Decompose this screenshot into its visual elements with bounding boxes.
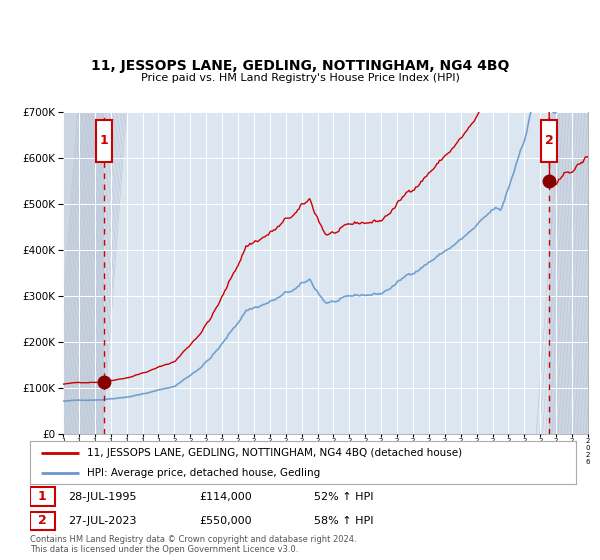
Text: 1: 1 (100, 134, 108, 147)
FancyBboxPatch shape (541, 120, 557, 162)
Bar (549, 112, 588, 434)
Text: 2: 2 (38, 515, 47, 528)
Text: 11, JESSOPS LANE, GEDLING, NOTTINGHAM, NG4 4BQ (detached house): 11, JESSOPS LANE, GEDLING, NOTTINGHAM, N… (88, 447, 463, 458)
Text: £550,000: £550,000 (199, 516, 252, 526)
Text: HPI: Average price, detached house, Gedling: HPI: Average price, detached house, Gedl… (88, 468, 320, 478)
Text: Price paid vs. HM Land Registry's House Price Index (HPI): Price paid vs. HM Land Registry's House … (140, 73, 460, 83)
FancyBboxPatch shape (96, 120, 112, 162)
Text: 1: 1 (38, 490, 47, 503)
Text: 11, JESSOPS LANE, GEDLING, NOTTINGHAM, NG4 4BQ: 11, JESSOPS LANE, GEDLING, NOTTINGHAM, N… (91, 59, 509, 73)
Text: 52% ↑ HPI: 52% ↑ HPI (314, 492, 373, 502)
Text: 2: 2 (545, 134, 554, 147)
Bar (63, 112, 104, 434)
Text: 28-JUL-1995: 28-JUL-1995 (68, 492, 137, 502)
Text: Contains HM Land Registry data © Crown copyright and database right 2024.
This d: Contains HM Land Registry data © Crown c… (30, 535, 356, 554)
Text: 58% ↑ HPI: 58% ↑ HPI (314, 516, 373, 526)
Text: £114,000: £114,000 (199, 492, 252, 502)
Text: 27-JUL-2023: 27-JUL-2023 (68, 516, 137, 526)
FancyBboxPatch shape (30, 512, 55, 530)
FancyBboxPatch shape (30, 487, 55, 506)
